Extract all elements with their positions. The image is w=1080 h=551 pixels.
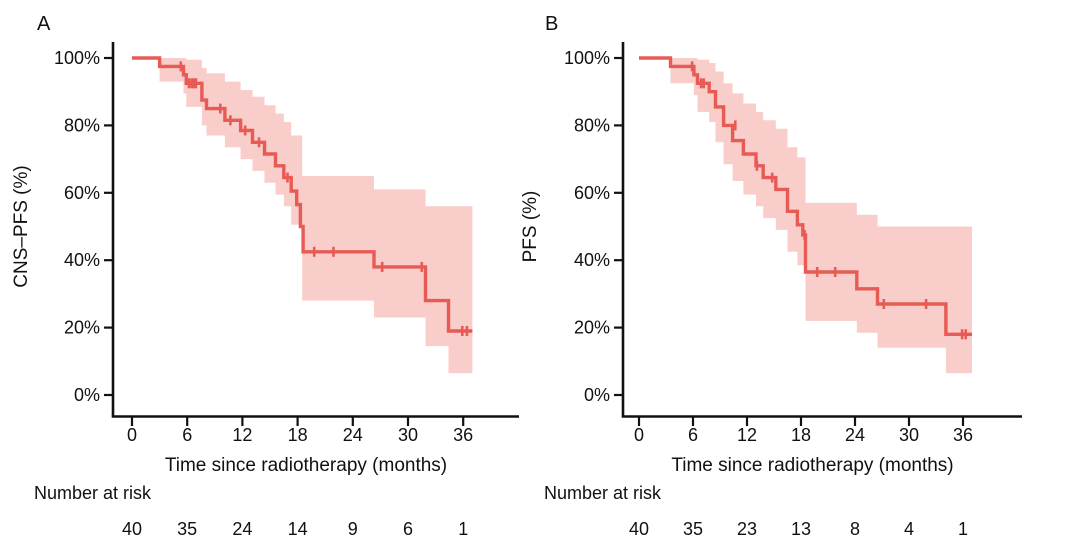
risk-count: 9 — [348, 519, 358, 539]
panel-a-letter: A — [37, 13, 51, 35]
x-axis-title: Time since radiotherapy (months) — [165, 455, 447, 476]
y-tick-label: 40% — [574, 250, 610, 270]
y-tick-label: 80% — [574, 115, 610, 135]
risk-count: 40 — [122, 519, 142, 539]
x-tick-label: 12 — [232, 425, 252, 445]
y-tick-label: 0% — [584, 385, 610, 405]
risk-count: 4 — [904, 519, 914, 539]
x-tick-label: 30 — [899, 425, 919, 445]
x-tick-label: 18 — [791, 425, 811, 445]
y-tick-label: 60% — [64, 183, 100, 203]
risk-count: 14 — [288, 519, 308, 539]
y-tick-label: 0% — [74, 385, 100, 405]
risk-count: 1 — [958, 519, 968, 539]
y-axis-title: CNS–PFS (%) — [11, 165, 32, 287]
risk-count: 35 — [177, 519, 197, 539]
x-tick-label: 6 — [688, 425, 698, 445]
x-tick-label: 30 — [398, 425, 418, 445]
x-tick-label: 0 — [634, 425, 644, 445]
risk-count: 23 — [737, 519, 757, 539]
risk-count: 24 — [232, 519, 252, 539]
y-tick-label: 60% — [574, 183, 610, 203]
y-tick-label: 100% — [564, 48, 610, 68]
risk-count: 6 — [403, 519, 413, 539]
x-tick-label: 0 — [127, 425, 137, 445]
y-tick-label: 80% — [64, 115, 100, 135]
risk-count: 35 — [683, 519, 703, 539]
x-tick-label: 18 — [288, 425, 308, 445]
y-tick-label: 20% — [64, 318, 100, 338]
x-tick-label: 24 — [845, 425, 865, 445]
y-axis-title: PFS (%) — [520, 191, 541, 263]
risk-count: 13 — [791, 519, 811, 539]
risk-count: 40 — [629, 519, 649, 539]
x-axis-title: Time since radiotherapy (months) — [671, 455, 953, 476]
y-tick-label: 100% — [54, 48, 100, 68]
x-tick-label: 12 — [737, 425, 757, 445]
panel-b-number-at-risk-label: Number at risk — [544, 483, 662, 503]
x-tick-label: 24 — [343, 425, 363, 445]
x-tick-label: 36 — [453, 425, 473, 445]
panel-a-number-at-risk-label: Number at risk — [34, 483, 152, 503]
x-tick-label: 36 — [953, 425, 973, 445]
y-tick-label: 20% — [574, 318, 610, 338]
risk-count: 8 — [850, 519, 860, 539]
risk-count: 1 — [458, 519, 468, 539]
km-curve — [639, 56, 972, 336]
ci-band — [670, 58, 972, 374]
y-tick-label: 40% — [64, 250, 100, 270]
panel-b-letter: B — [545, 13, 559, 35]
x-tick-label: 6 — [182, 425, 192, 445]
ci-band — [159, 58, 473, 374]
